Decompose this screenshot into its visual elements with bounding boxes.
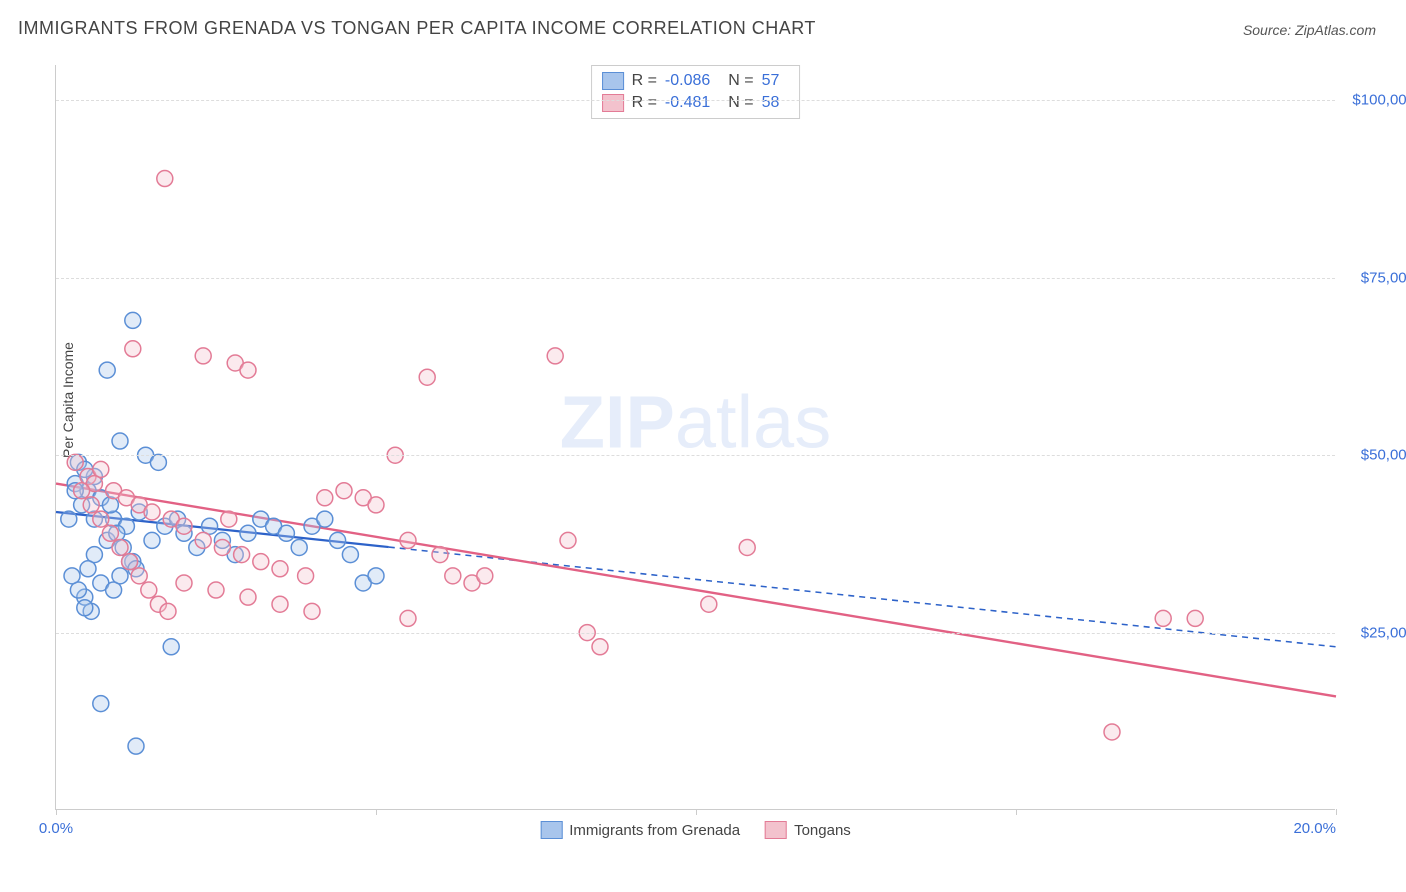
data-point-tongans	[701, 596, 717, 612]
data-point-grenada	[112, 433, 128, 449]
grid-line	[56, 633, 1335, 634]
data-point-tongans	[74, 483, 90, 499]
data-point-tongans	[221, 511, 237, 527]
data-point-grenada	[240, 525, 256, 541]
source-attribution: Source: ZipAtlas.com	[1243, 22, 1376, 38]
data-point-tongans	[317, 490, 333, 506]
data-point-tongans	[445, 568, 461, 584]
y-tick-label: $25,000	[1340, 624, 1406, 641]
data-point-grenada	[102, 497, 118, 513]
data-point-tongans	[234, 547, 250, 563]
data-point-tongans	[400, 610, 416, 626]
legend-item-tongans: Tongans	[765, 821, 851, 839]
data-point-grenada	[291, 539, 307, 555]
chart-container: Per Capita Income ZIPatlas R = -0.086 N …	[45, 60, 1375, 840]
data-point-tongans	[272, 561, 288, 577]
x-tick	[696, 809, 697, 815]
data-point-tongans	[176, 518, 192, 534]
data-point-grenada	[64, 568, 80, 584]
swatch-tongans	[765, 821, 787, 839]
data-point-tongans	[432, 547, 448, 563]
legend-label-tongans: Tongans	[794, 822, 851, 839]
x-tick	[1336, 809, 1337, 815]
data-point-tongans	[141, 582, 157, 598]
data-point-tongans	[83, 497, 99, 513]
data-point-grenada	[317, 511, 333, 527]
data-point-grenada	[80, 561, 96, 577]
data-point-tongans	[419, 369, 435, 385]
chart-title: IMMIGRANTS FROM GRENADA VS TONGAN PER CA…	[18, 18, 816, 39]
data-point-tongans	[122, 554, 138, 570]
data-point-grenada	[77, 600, 93, 616]
data-point-tongans	[195, 348, 211, 364]
data-point-grenada	[125, 312, 141, 328]
data-point-grenada	[128, 738, 144, 754]
data-point-tongans	[477, 568, 493, 584]
data-point-tongans	[368, 497, 384, 513]
data-point-tongans	[739, 539, 755, 555]
data-point-grenada	[112, 568, 128, 584]
y-tick-label: $50,000	[1340, 447, 1406, 464]
x-tick	[376, 809, 377, 815]
data-point-grenada	[144, 532, 160, 548]
data-point-tongans	[214, 539, 230, 555]
y-tick-label: $100,000	[1340, 92, 1406, 109]
legend-label-grenada: Immigrants from Grenada	[569, 822, 740, 839]
data-point-tongans	[144, 504, 160, 520]
data-point-tongans	[272, 596, 288, 612]
x-tick-label: 20.0%	[1293, 820, 1336, 837]
data-point-tongans	[1155, 610, 1171, 626]
plot-area: ZIPatlas R = -0.086 N = 57 R = -0.481 N …	[55, 65, 1335, 810]
grid-line	[56, 100, 1335, 101]
data-point-tongans	[298, 568, 314, 584]
x-tick-label: 0.0%	[39, 820, 73, 837]
data-point-tongans	[195, 532, 211, 548]
data-point-tongans	[157, 171, 173, 187]
data-point-grenada	[61, 511, 77, 527]
bottom-legend: Immigrants from Grenada Tongans	[540, 821, 851, 839]
data-point-grenada	[368, 568, 384, 584]
data-point-tongans	[240, 589, 256, 605]
data-point-tongans	[240, 362, 256, 378]
data-point-tongans	[547, 348, 563, 364]
y-tick-label: $75,000	[1340, 269, 1406, 286]
data-point-tongans	[336, 483, 352, 499]
data-point-tongans	[304, 603, 320, 619]
data-point-tongans	[1187, 610, 1203, 626]
data-point-tongans	[253, 554, 269, 570]
data-point-tongans	[67, 454, 83, 470]
data-point-tongans	[560, 532, 576, 548]
legend-item-grenada: Immigrants from Grenada	[540, 821, 740, 839]
data-point-tongans	[160, 603, 176, 619]
data-point-grenada	[342, 547, 358, 563]
data-point-tongans	[112, 539, 128, 555]
data-point-tongans	[131, 568, 147, 584]
data-point-tongans	[125, 341, 141, 357]
grid-line	[56, 278, 1335, 279]
data-point-grenada	[163, 639, 179, 655]
data-point-tongans	[93, 511, 109, 527]
x-tick	[1016, 809, 1017, 815]
data-point-grenada	[99, 362, 115, 378]
data-point-tongans	[102, 525, 118, 541]
grid-line	[56, 455, 1335, 456]
data-point-tongans	[208, 582, 224, 598]
scatter-svg	[56, 65, 1335, 809]
data-point-tongans	[1104, 724, 1120, 740]
data-point-grenada	[150, 454, 166, 470]
data-point-grenada	[330, 532, 346, 548]
data-point-grenada	[278, 525, 294, 541]
data-point-tongans	[176, 575, 192, 591]
data-point-tongans	[592, 639, 608, 655]
x-tick	[56, 809, 57, 815]
swatch-grenada	[540, 821, 562, 839]
data-point-tongans	[400, 532, 416, 548]
data-point-grenada	[93, 696, 109, 712]
